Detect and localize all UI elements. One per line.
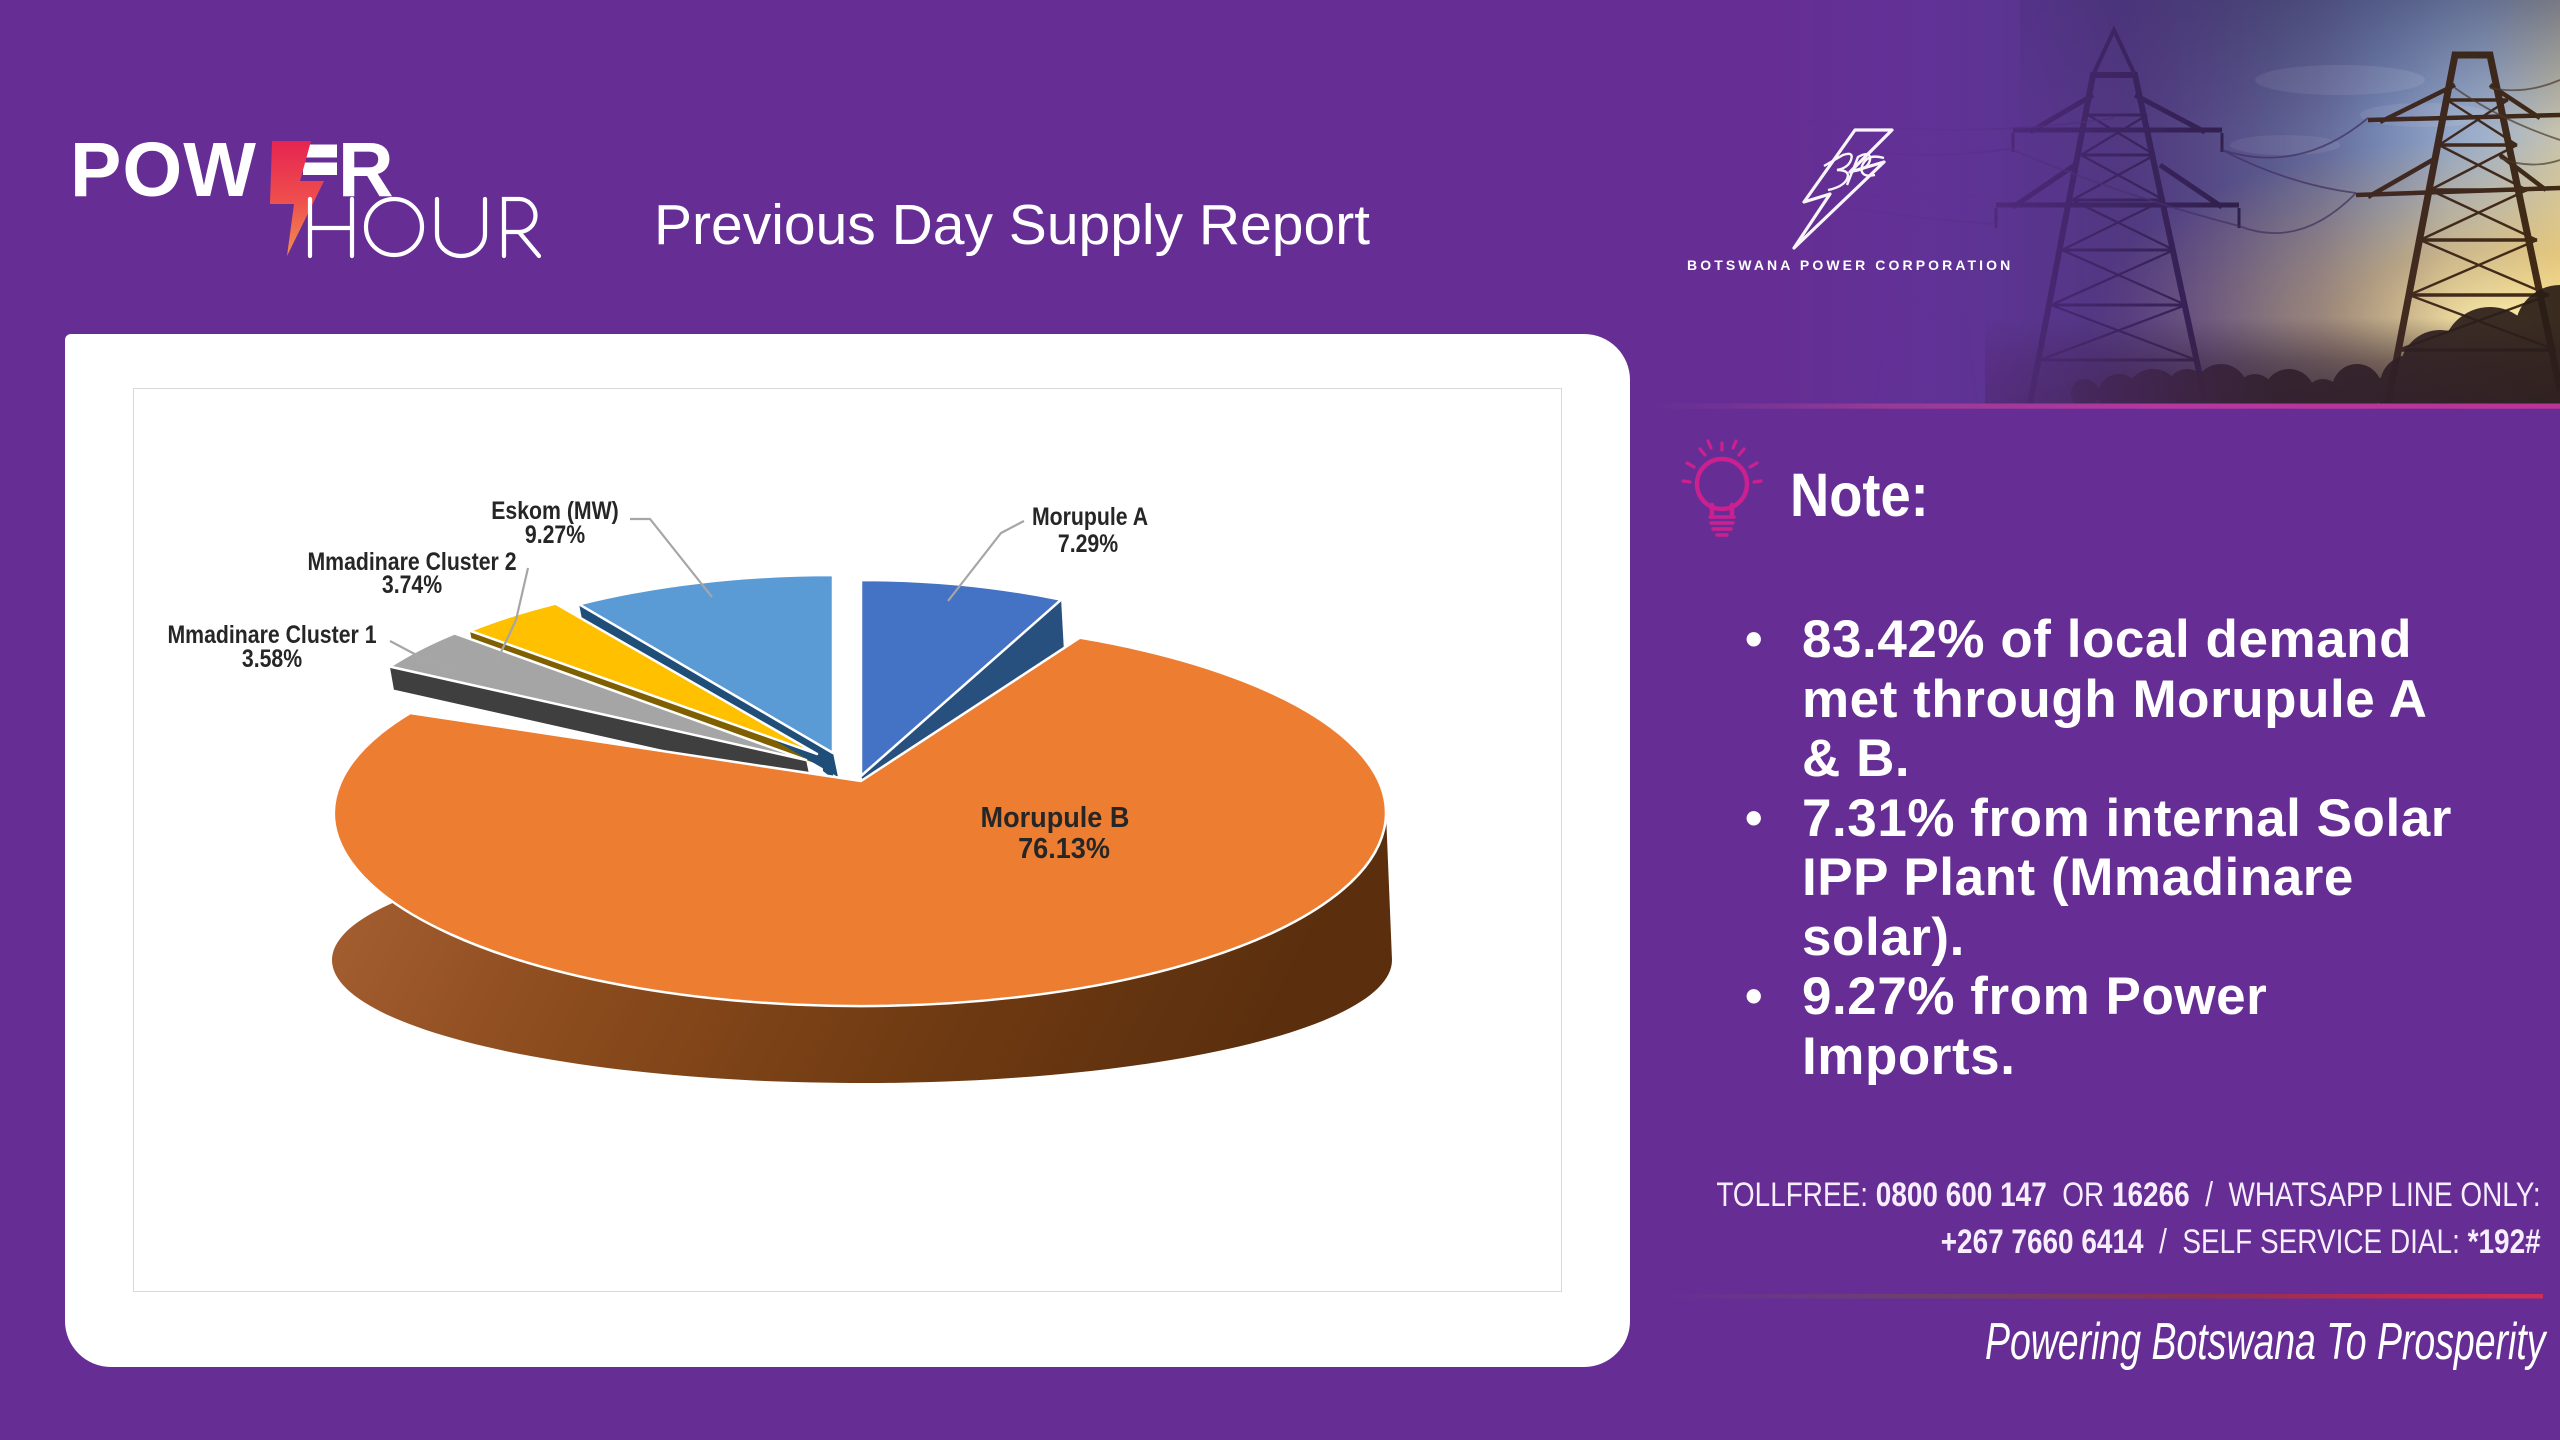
svg-text:POW: POW — [70, 127, 257, 213]
svg-text:BOTSWANA POWER CORPORATION: BOTSWANA POWER CORPORATION — [1687, 257, 2013, 273]
